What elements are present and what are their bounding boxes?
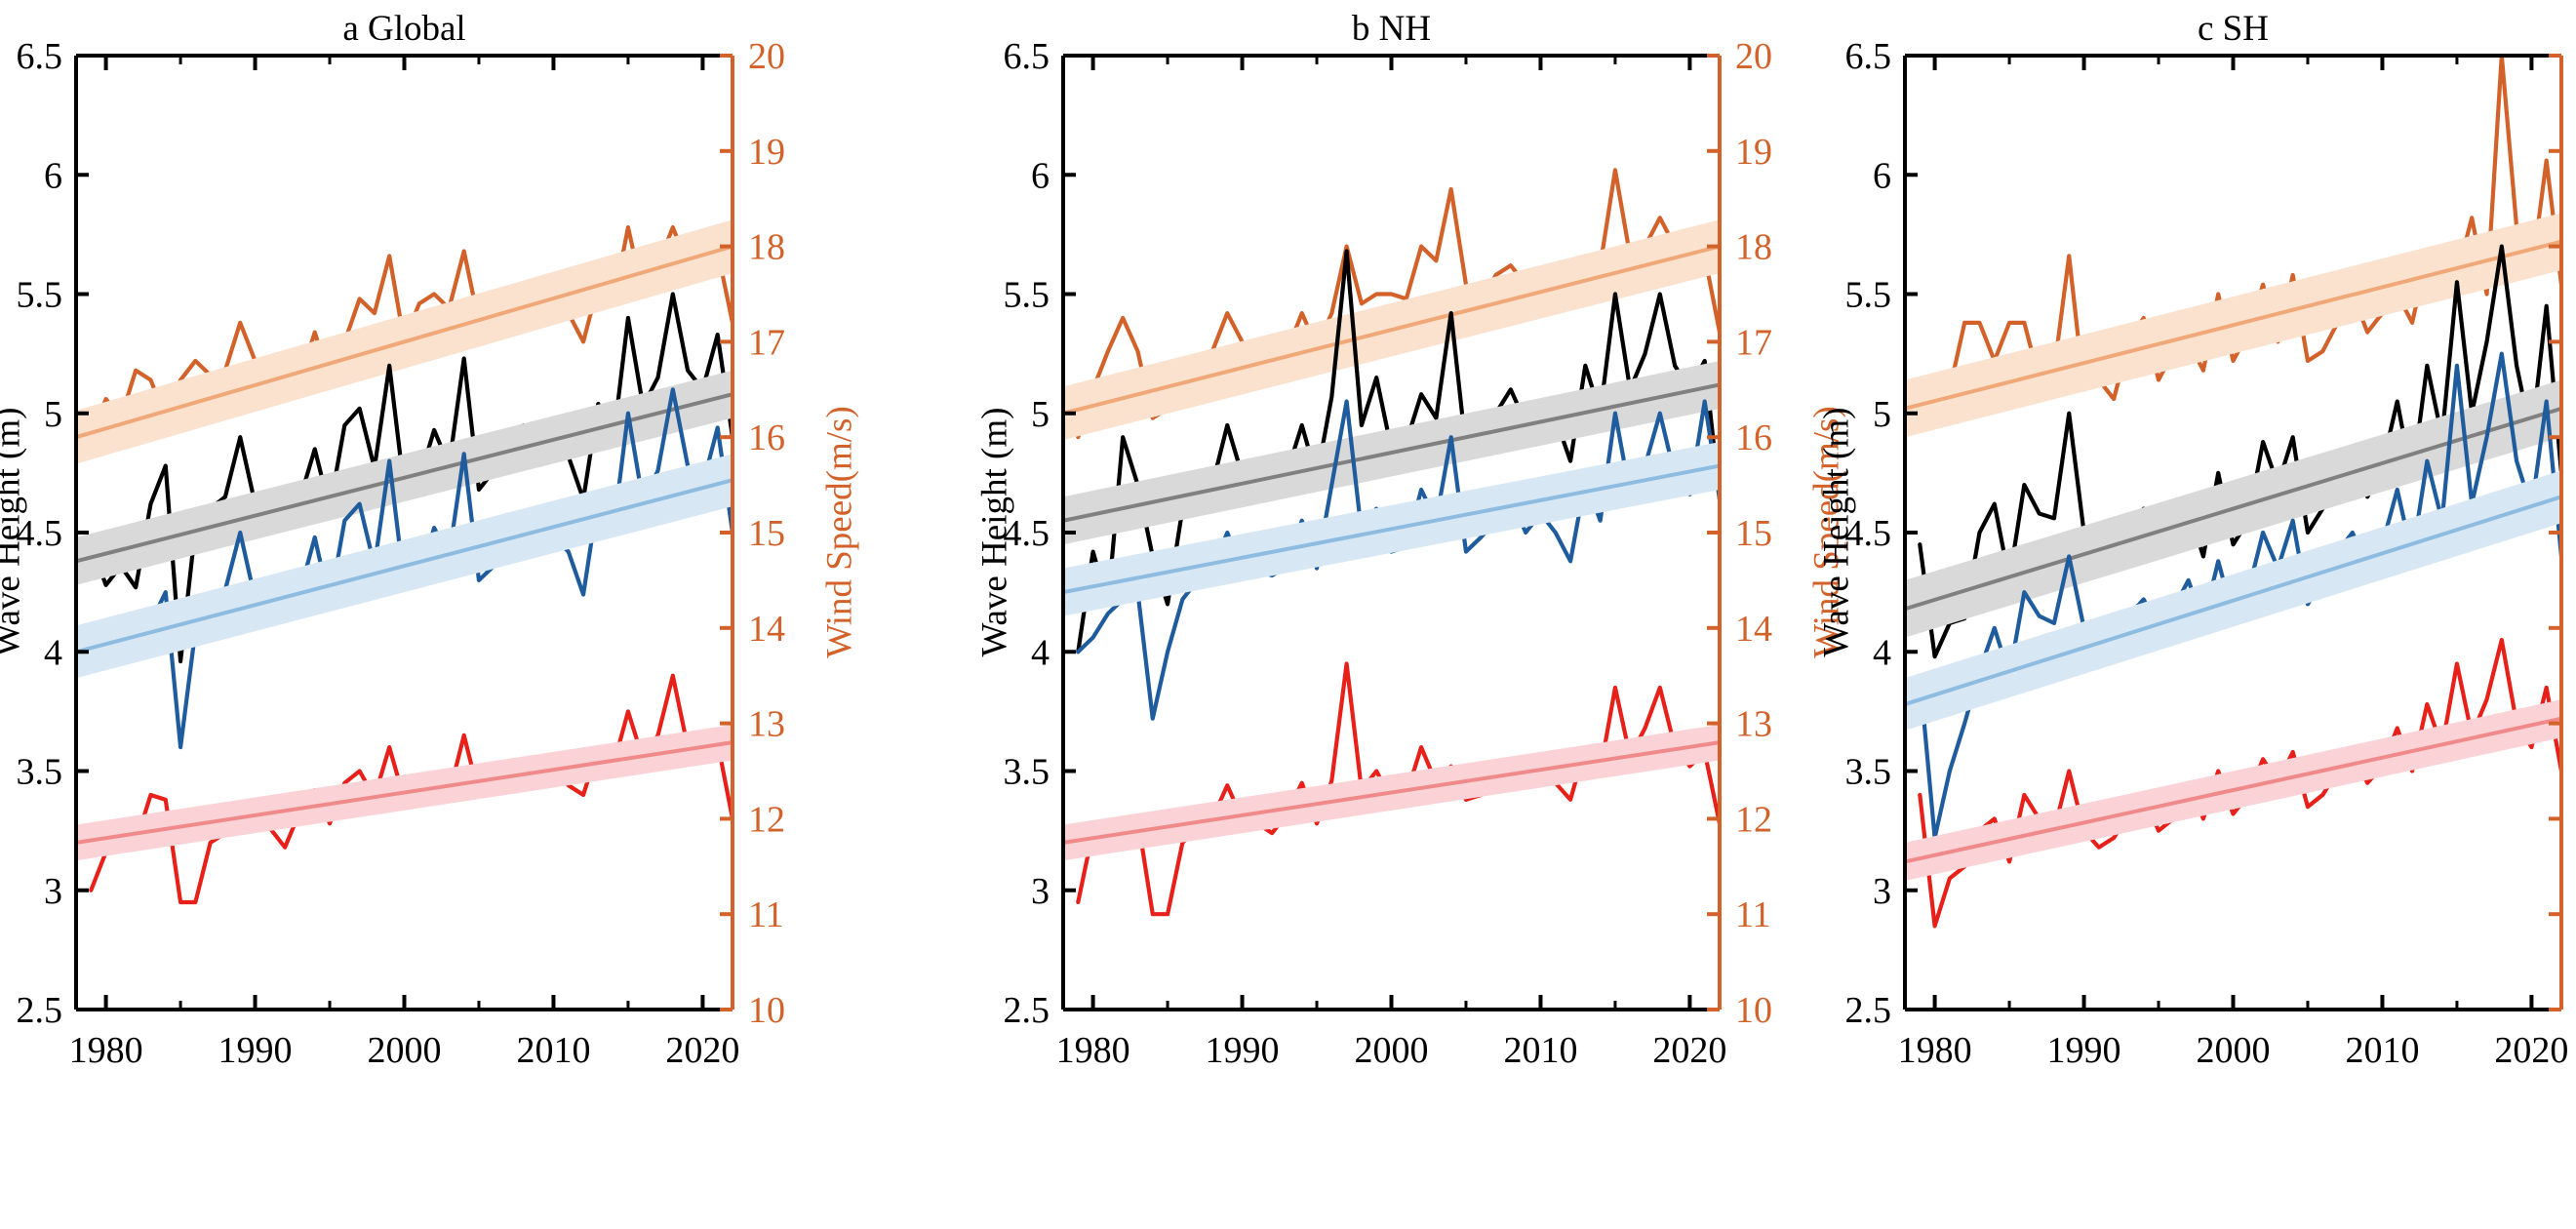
panel-title-c: c SH [2198, 9, 2269, 49]
y-tick-label-right: 11 [1735, 894, 1771, 935]
panel-title-b: b NH [1351, 9, 1432, 49]
trend-line [75, 740, 733, 845]
y-tick-label-right: 11 [748, 894, 784, 935]
y-tick-label-left: 4 [1873, 632, 1891, 673]
y-tick-label-left: 5.5 [1004, 275, 1050, 316]
y-tick-label-left: 6.5 [17, 36, 63, 77]
trend-line [1062, 244, 1721, 416]
trend-line [75, 478, 733, 654]
trend-line [1904, 239, 2562, 411]
y-tick-label-right: 12 [748, 799, 785, 840]
y-tick-label-left: 4.5 [1004, 513, 1050, 554]
y-tick-label-left: 5 [1031, 394, 1050, 435]
y-tick-label-right: 10 [1735, 990, 1772, 1031]
y-tick-label-right: 17 [1735, 322, 1772, 363]
y-tick-label-left: 2.5 [17, 990, 63, 1031]
y-tick-label-left: 3.5 [1845, 752, 1892, 793]
y-tick-label-right: 19 [748, 132, 785, 173]
trend-line [75, 244, 733, 440]
x-tick-label: 1980 [1898, 1030, 1972, 1071]
y-tick-label-left: 2.5 [1004, 990, 1050, 1031]
y-tick-label-right: 16 [748, 417, 785, 458]
y-tick-label-right: 16 [1735, 417, 1772, 458]
y-tick-label-right: 18 [1735, 227, 1772, 268]
y-tick-label-left: 3 [44, 871, 62, 912]
y-tick-label-left: 5 [1873, 394, 1891, 435]
y-tick-label-left: 4 [44, 632, 62, 673]
y-tick-label-left: 6 [1031, 155, 1050, 196]
trend-line [1062, 463, 1721, 595]
x-tick-label: 2020 [665, 1030, 739, 1071]
y-tick-label-left: 6.5 [1004, 36, 1050, 77]
x-tick-label: 1990 [1206, 1030, 1280, 1071]
y-tick-label-left: 3.5 [17, 752, 63, 793]
y-tick-label-left: 6.5 [1845, 36, 1892, 77]
y-tick-label-left: 4 [1031, 632, 1050, 673]
y-tick-label-left: 4.5 [1845, 513, 1892, 554]
y-tick-label-left: 3 [1873, 871, 1891, 912]
y-tick-label-right: 15 [748, 513, 785, 554]
y-tick-label-right: 10 [748, 990, 785, 1031]
y-tick-label-right: 12 [1735, 799, 1772, 840]
x-tick-label: 2000 [368, 1030, 442, 1071]
trend-line [1062, 740, 1721, 845]
trend-line [1904, 406, 2562, 612]
y-tick-label-right: 15 [1735, 513, 1772, 554]
y-tick-label-left: 6 [1873, 155, 1891, 196]
y-tick-label-right: 13 [748, 704, 785, 745]
y-tick-label-right: 18 [748, 227, 785, 268]
y-tick-label-right: 19 [1735, 132, 1772, 173]
x-tick-label: 1980 [69, 1030, 143, 1071]
y-tick-label-right: 20 [748, 36, 785, 77]
x-tick-label: 2020 [2494, 1030, 2568, 1071]
x-tick-label: 2000 [1355, 1030, 1429, 1071]
x-tick-label: 1980 [1056, 1030, 1130, 1071]
x-tick-label: 2010 [2345, 1030, 2419, 1071]
x-tick-label: 1990 [2047, 1030, 2121, 1071]
y-tick-label-right: 13 [1735, 704, 1772, 745]
y-tick-label-left: 5.5 [1845, 275, 1892, 316]
trend-line [1062, 382, 1721, 523]
y-tick-label-right: 17 [748, 322, 785, 363]
x-tick-label: 2010 [1503, 1030, 1577, 1071]
x-tick-label: 1990 [218, 1030, 293, 1071]
x-tick-label: 2020 [1652, 1030, 1726, 1071]
x-tick-label: 2010 [516, 1030, 590, 1071]
trend-line [1904, 716, 2562, 864]
panel-title-a: a Global [342, 9, 466, 49]
trend-line [1904, 495, 2562, 706]
y-tick-label-left: 5 [44, 394, 62, 435]
trend-line [75, 392, 733, 564]
y-tick-label-left: 3 [1031, 871, 1050, 912]
y-tick-label-right: 20 [1735, 36, 1772, 77]
y-tick-label-left: 2.5 [1845, 990, 1892, 1031]
y-tick-label-left: 6 [44, 155, 62, 196]
y-tick-label-left: 4.5 [17, 513, 63, 554]
x-tick-label: 2000 [2197, 1030, 2271, 1071]
y-tick-label-right: 14 [1735, 609, 1772, 650]
y-tick-label-left: 5.5 [17, 275, 63, 316]
y-tick-label-right: 14 [748, 609, 785, 650]
y-tick-label-left: 3.5 [1004, 752, 1050, 793]
